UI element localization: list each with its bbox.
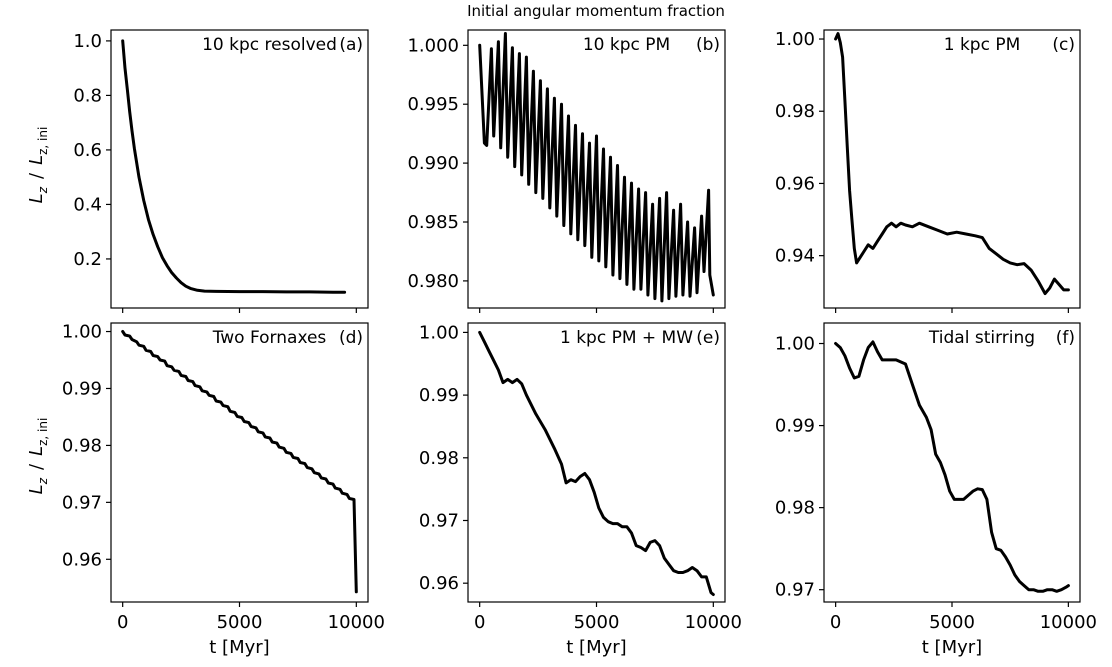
y-tick-label: 0.8	[73, 85, 102, 106]
panels: 0.20.40.60.81.0 10 kpc resolved (a)0.9800.…	[62, 29, 1097, 658]
panel-letter: (b)	[696, 35, 720, 55]
y-tick-label: 0.98	[775, 498, 815, 519]
y-axis-label-bottom: Lz/Lz, ini	[26, 418, 50, 495]
y-tick-label: 1.00	[419, 322, 459, 343]
panel-label: 10 kpc resolved	[202, 35, 337, 55]
series-line-c	[834, 32, 1070, 296]
panel-a: 0.2 0.4 0.6 0.8 1.0 10 kpc resolved (a)	[73, 29, 369, 313]
x-tick-label: 5000	[574, 612, 620, 633]
y-tick-label: 0.94	[775, 246, 815, 267]
panel-letter: (f)	[1056, 328, 1075, 348]
axes-frame	[110, 29, 369, 309]
figure-title: Initial angular momentum fraction	[467, 2, 725, 20]
series-line-e	[478, 330, 715, 596]
y-tick-label: 1.00	[62, 322, 102, 343]
y-tick-label: 1.0	[73, 31, 102, 52]
y-tick-label: 0.96	[419, 573, 459, 594]
y-tick-label: 0.980	[407, 271, 459, 292]
series-line-f	[834, 340, 1070, 593]
y-axis-label-top: Lz/Lz, ini	[26, 127, 50, 204]
y-tick-label: 0.96	[62, 549, 102, 570]
y-tick-label: 0.2	[73, 249, 102, 270]
y-tick-label: 0.98	[419, 448, 459, 469]
panel-letter: (e)	[696, 328, 720, 348]
y-tick-label: 1.00	[775, 29, 815, 50]
y-tick-label: 0.98	[62, 435, 102, 456]
series-line-a	[121, 39, 347, 294]
panel-letter: (c)	[1052, 35, 1075, 55]
y-tick-label: 1.00	[775, 334, 815, 355]
panel-b: 0.980 0.985 0.990 0.995 1.000 10 kpc PM (b)	[407, 29, 726, 313]
y-tick-label: 0.97	[419, 510, 459, 531]
panel-label: 10 kpc PM	[583, 35, 670, 55]
panel-label: 1 kpc PM	[944, 35, 1021, 55]
panel-c: 0.94 0.96 0.98 1.00 1 kpc PM (c)	[775, 29, 1081, 313]
axes-frame	[823, 322, 1081, 603]
x-tick-label: 0	[474, 612, 485, 633]
panel-d: 0.96 0.97 0.98 0.99 1.00 0 5000 10000 t [Myr] Two…	[62, 322, 385, 658]
axes-frame	[823, 29, 1081, 309]
y-tick-label: 0.99	[62, 378, 102, 399]
x-axis-label: t [Myr]	[922, 637, 982, 658]
y-tick-label: 0.4	[73, 194, 102, 215]
x-tick-label: 5000	[929, 612, 975, 633]
x-tick-label: 10000	[1040, 612, 1097, 633]
panel-e: 0.96 0.97 0.98 0.99 1.00 0 5000 10000 t [Myr] 1 k…	[419, 322, 742, 658]
y-tick-label: 0.96	[775, 173, 815, 194]
panel-letter: (a)	[339, 35, 363, 55]
x-axis-label: t [Myr]	[566, 637, 626, 658]
x-tick-label: 0	[830, 612, 841, 633]
panel-letter: (d)	[339, 328, 363, 348]
x-axis-label: t [Myr]	[209, 637, 269, 658]
axes-frame	[467, 29, 726, 309]
series-line-b	[478, 32, 715, 303]
x-tick-label: 10000	[328, 612, 385, 633]
y-tick-label: 0.995	[407, 94, 459, 115]
y-tick-label: 0.99	[775, 416, 815, 437]
series-line-d	[121, 330, 358, 594]
panel-f: 0.97 0.98 0.99 1.00 0 5000 10000 t [Myr] Tidal s…	[775, 322, 1097, 658]
y-tick-label: 0.97	[62, 492, 102, 513]
y-tick-label: 0.99	[419, 385, 459, 406]
x-tick-label: 10000	[685, 612, 742, 633]
x-tick-label: 5000	[217, 612, 263, 633]
y-tick-label: 0.98	[775, 101, 815, 122]
axes-frame	[467, 322, 726, 603]
axes-frame	[110, 322, 369, 603]
y-tick-label: 1.000	[407, 35, 459, 56]
panel-label: Tidal stirring	[928, 328, 1035, 348]
y-tick-label: 0.6	[73, 140, 102, 161]
x-tick-label: 0	[117, 612, 128, 633]
panel-label: Two Fornaxes	[212, 328, 327, 348]
y-tick-label: 0.97	[775, 580, 815, 601]
panel-label: 1 kpc PM + MW	[560, 328, 693, 348]
y-tick-label: 0.990	[407, 153, 459, 174]
y-tick-label: 0.985	[407, 212, 459, 233]
